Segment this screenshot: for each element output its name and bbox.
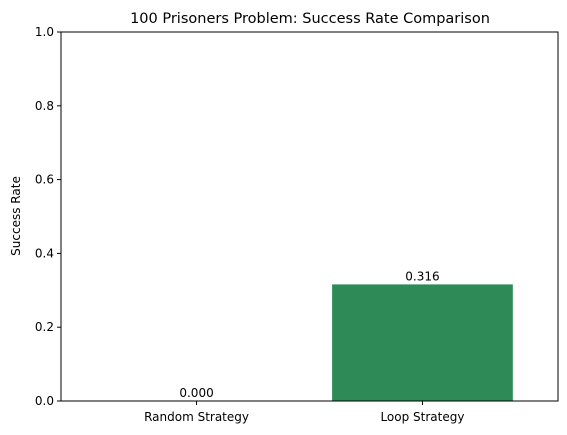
x-tick-label: Loop Strategy <box>380 410 464 424</box>
plot-area-frame <box>60 31 559 402</box>
value-labels: 0.000 0.316 <box>179 269 439 400</box>
y-tick-label: 0.2 <box>35 320 54 334</box>
bar <box>332 284 513 401</box>
x-axis-ticks: Random Strategy Loop Strategy <box>144 401 464 424</box>
bar-value-label: 0.000 <box>179 386 213 400</box>
y-tick-label: 0.4 <box>35 246 54 260</box>
x-tick-label: Random Strategy <box>144 410 249 424</box>
bar-value-label: 0.316 <box>405 269 439 283</box>
y-tick-label: 0.0 <box>35 394 54 408</box>
y-tick-label: 0.6 <box>35 173 54 187</box>
chart-title: 100 Prisoners Problem: Success Rate Comp… <box>130 11 490 27</box>
y-tick-label: 1.0 <box>35 25 54 39</box>
bars <box>332 284 513 401</box>
y-axis-ticks: 0.0 0.2 0.4 0.6 0.8 1.0 <box>35 25 61 408</box>
y-tick-label: 0.8 <box>35 99 54 113</box>
y-axis-label: Success Rate <box>9 176 23 256</box>
